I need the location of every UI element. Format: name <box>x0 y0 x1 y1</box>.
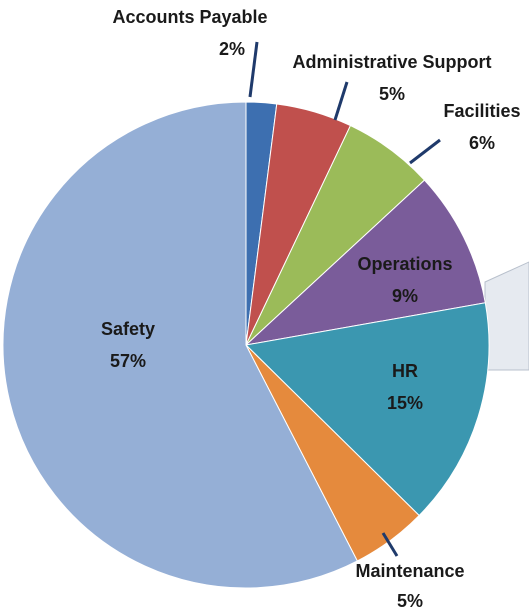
data-label-value: 9% <box>392 286 418 306</box>
data-label-name: Operations <box>357 254 452 274</box>
data-label-value: 15% <box>387 393 423 413</box>
data-label-value: 6% <box>469 133 495 153</box>
data-label-name: HR <box>392 361 418 381</box>
data-label-name: Maintenance <box>355 561 464 581</box>
pie-slice <box>244 179 486 346</box>
side-panel <box>484 261 529 371</box>
pie-slice <box>2 101 359 589</box>
leader-line <box>333 81 349 121</box>
data-label-value: 5% <box>397 591 423 611</box>
leader-line <box>381 532 399 557</box>
leader-line <box>409 138 441 165</box>
data-label-value: 57% <box>110 351 146 371</box>
data-label-value: 5% <box>379 84 405 104</box>
leader-line <box>248 41 259 98</box>
pie-slice <box>244 302 490 517</box>
data-label-value: 2% <box>219 39 245 59</box>
data-label-name: Safety <box>101 319 155 339</box>
data-label-name: Facilities <box>443 101 520 121</box>
data-label-name: Accounts Payable <box>112 7 267 27</box>
data-label-name: Administrative Support <box>292 52 491 72</box>
